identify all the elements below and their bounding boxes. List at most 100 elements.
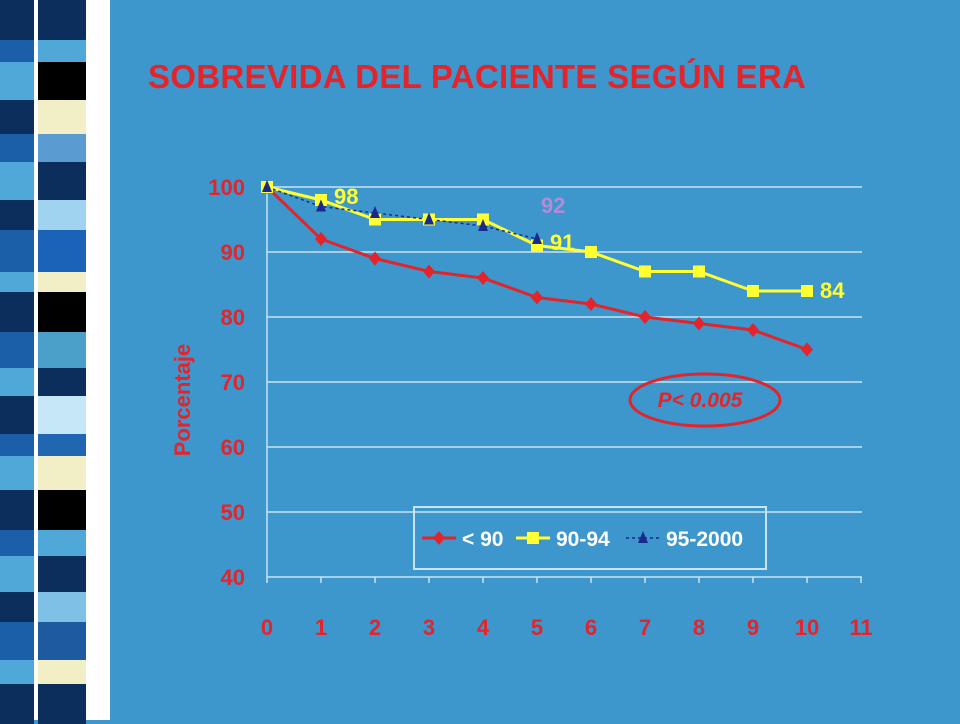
x-tick-label: 6 <box>585 615 597 640</box>
data-labels: 98 92 91 84 <box>334 184 845 303</box>
data-point-triangle <box>316 199 326 212</box>
data-point-square <box>693 265 705 278</box>
stripe-segment <box>38 368 86 396</box>
stripe-segment <box>38 292 86 332</box>
stripe-segment <box>38 660 86 684</box>
y-tick-label: 70 <box>221 370 245 395</box>
x-tick-label: 4 <box>477 615 490 640</box>
stripe-edge <box>0 40 34 62</box>
data-point-square <box>527 532 539 544</box>
data-point-square <box>639 265 651 278</box>
x-tick-label: 7 <box>639 615 651 640</box>
stripe-segment <box>38 622 86 660</box>
data-label-98: 98 <box>334 184 358 209</box>
x-tick-label: 0 <box>261 615 273 640</box>
data-point-triangle <box>532 232 542 244</box>
stripe-edge <box>0 62 34 100</box>
stripe-segment <box>38 434 86 456</box>
stripe-edge <box>0 456 34 490</box>
stripe-segment <box>38 490 86 530</box>
x-tick-label: 2 <box>369 615 381 640</box>
legend: < 90 90-94 95-2000 <box>413 506 767 570</box>
x-tick-label: 10 <box>795 615 819 640</box>
legend-label: 95-2000 <box>666 528 743 551</box>
stripe-segment <box>38 272 86 292</box>
data-point-diamond <box>747 323 759 337</box>
y-tick-label: 100 <box>208 175 245 200</box>
data-point-diamond <box>639 310 651 324</box>
decorative-stripe-bar <box>0 0 110 724</box>
data-label-92: 92 <box>541 193 565 218</box>
y-tick-label: 80 <box>221 305 245 330</box>
stripe-segment <box>38 684 86 724</box>
axes: 100 90 80 70 60 50 40 0 1 2 3 4 5 6 7 8 9 10 11 <box>208 175 872 640</box>
x-tick-label: 11 <box>849 615 872 640</box>
stripe-edge <box>0 556 34 592</box>
data-point-diamond <box>693 316 705 331</box>
stripe-edge <box>0 162 34 200</box>
stripe-edge <box>0 368 34 396</box>
stripe-edge <box>0 230 34 272</box>
stripe-segment <box>38 530 86 556</box>
x-tick-label: 5 <box>531 615 543 640</box>
stripe-edge <box>0 660 34 684</box>
stripe-edge <box>0 622 34 660</box>
stripe-edge <box>0 434 34 456</box>
stripe-edge <box>0 200 34 230</box>
data-point-triangle <box>638 531 648 543</box>
x-tick-label: 8 <box>693 615 705 640</box>
stripe-edge <box>0 684 34 724</box>
annotation-text: P< 0.005 <box>658 389 743 412</box>
data-point-diamond <box>585 297 597 311</box>
annotation-ellipse <box>628 372 782 428</box>
series-line-90 <box>265 185 808 351</box>
stripe-segment <box>38 100 86 134</box>
data-point-triangle <box>370 206 380 218</box>
stripe-segment <box>38 40 86 62</box>
data-label-84: 84 <box>820 278 845 303</box>
legend-label: < 90 <box>462 528 503 551</box>
stripe-edge <box>0 530 34 556</box>
stripe-segment <box>38 332 86 368</box>
y-tick-label: 90 <box>221 240 245 265</box>
chart-title: SOBREVIDA DEL PACIENTE SEGÚN ERA <box>148 58 807 95</box>
data-point-square <box>747 285 759 297</box>
data-label-91: 91 <box>550 230 574 255</box>
data-point-square <box>585 246 597 258</box>
stripe-segment <box>38 556 86 592</box>
data-point-square <box>801 285 813 297</box>
stripe-right-edge <box>86 0 110 720</box>
legend-label: 90-94 <box>556 528 610 551</box>
data-point-diamond <box>801 342 813 357</box>
stripe-segment <box>38 62 86 100</box>
p-value-annotation: P< 0.005 <box>628 372 782 428</box>
stripe-edge <box>0 490 34 530</box>
data-point-triangle <box>262 180 272 192</box>
data-point-diamond <box>423 264 435 279</box>
y-tick-label: 60 <box>221 435 245 460</box>
stripe-segment <box>38 396 86 434</box>
stripe-edge <box>0 100 34 134</box>
y-tick-label: 50 <box>221 500 245 525</box>
data-point-diamond <box>531 290 543 305</box>
data-point-diamond <box>369 251 381 266</box>
stripe-edge <box>0 592 34 622</box>
stripe-edge <box>0 332 34 368</box>
stripe-segment <box>38 162 86 200</box>
x-tick-label: 1 <box>315 615 327 640</box>
stripe-segment <box>38 456 86 490</box>
series-lines <box>261 180 813 357</box>
stripe-segment <box>38 230 86 272</box>
x-tick-label: 3 <box>423 615 435 640</box>
data-point-diamond <box>315 232 327 246</box>
stripe-segment <box>38 0 86 40</box>
y-axis-label: Porcentaje <box>170 344 195 457</box>
data-point-diamond <box>477 271 489 285</box>
stripe-edge <box>0 396 34 434</box>
stripe-segment <box>38 134 86 162</box>
stripe-segment <box>38 592 86 622</box>
data-point-diamond <box>433 531 445 545</box>
x-tick-label: 9 <box>747 615 759 640</box>
slide-background <box>110 0 960 720</box>
